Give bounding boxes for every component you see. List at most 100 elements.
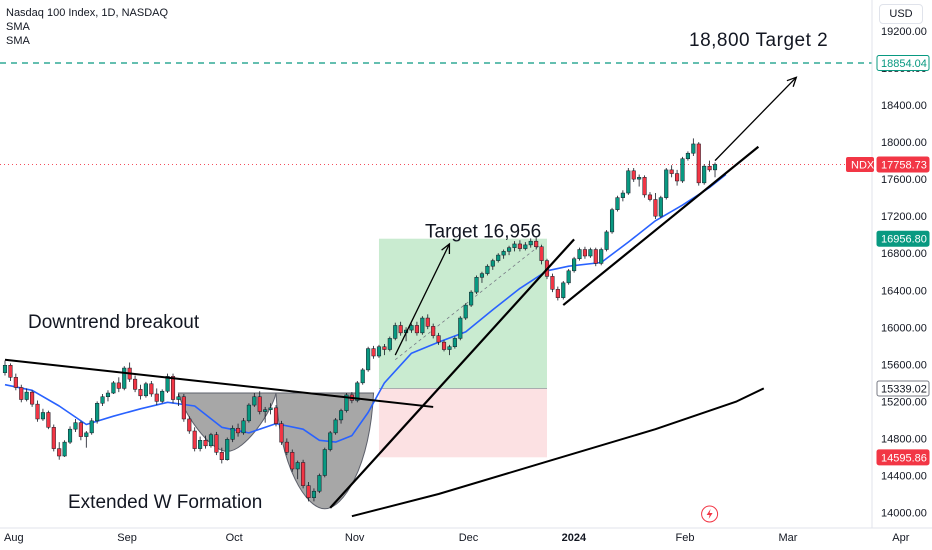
- candle-body[interactable]: [512, 243, 517, 248]
- candle-body[interactable]: [642, 177, 647, 196]
- candle-body[interactable]: [382, 346, 387, 350]
- uptrend-support-line[interactable]: [562, 145, 760, 306]
- candle-body[interactable]: [311, 490, 316, 498]
- candle-body[interactable]: [295, 462, 300, 470]
- candle-body[interactable]: [669, 169, 674, 174]
- candle-body[interactable]: [273, 407, 279, 424]
- candle-body[interactable]: [371, 348, 376, 357]
- breakout-trendline[interactable]: [329, 238, 575, 509]
- indicator-sma-1[interactable]: SMA: [6, 21, 30, 33]
- target2-arrow[interactable]: [714, 76, 797, 162]
- candle-body[interactable]: [712, 164, 718, 171]
- candle-body[interactable]: [13, 377, 18, 388]
- candle-body[interactable]: [111, 382, 116, 394]
- candle-body[interactable]: [447, 346, 452, 350]
- candle-body[interactable]: [19, 387, 24, 400]
- candle-body[interactable]: [143, 383, 148, 397]
- candle-body[interactable]: [626, 170, 631, 194]
- stop-zone[interactable]: [378, 388, 547, 458]
- candle-body[interactable]: [637, 177, 642, 180]
- candle-body[interactable]: [604, 231, 609, 250]
- candle-body[interactable]: [420, 317, 425, 334]
- candle-body[interactable]: [219, 452, 224, 460]
- candle-body[interactable]: [496, 254, 501, 261]
- candle-body[interactable]: [322, 449, 327, 476]
- candle-body[interactable]: [582, 249, 587, 257]
- candle-body[interactable]: [414, 325, 419, 334]
- candle-body[interactable]: [593, 249, 598, 264]
- price-label-15339.02[interactable]: 15339.02: [876, 380, 930, 397]
- candle-body[interactable]: [490, 260, 495, 267]
- candle-body[interactable]: [208, 434, 214, 447]
- candle-body[interactable]: [89, 420, 94, 434]
- candle-body[interactable]: [566, 270, 571, 284]
- candle-body[interactable]: [252, 396, 257, 406]
- candle-body[interactable]: [170, 376, 176, 400]
- candle-body[interactable]: [236, 427, 241, 434]
- candle-body[interactable]: [555, 289, 560, 298]
- candle-body[interactable]: [100, 396, 105, 404]
- candle-body[interactable]: [95, 402, 100, 422]
- candle-body[interactable]: [647, 194, 653, 200]
- price-label-17758.73[interactable]: 17758.73 NDX: [846, 156, 930, 173]
- candle-body[interactable]: [441, 341, 447, 350]
- candle-body[interactable]: [507, 247, 512, 252]
- candle-body[interactable]: [46, 412, 51, 428]
- candle-body[interactable]: [165, 376, 170, 392]
- candle-body[interactable]: [393, 325, 398, 339]
- candle-body[interactable]: [539, 246, 544, 261]
- candle-body[interactable]: [138, 389, 143, 397]
- candle-body[interactable]: [452, 338, 457, 347]
- candle-body[interactable]: [51, 427, 56, 449]
- candle-body[interactable]: [57, 448, 62, 457]
- candle-body[interactable]: [387, 338, 392, 350]
- candle-body[interactable]: [463, 304, 468, 319]
- candle-body[interactable]: [62, 441, 67, 457]
- candle-body[interactable]: [290, 452, 295, 470]
- candle-body[interactable]: [8, 365, 13, 378]
- indicator-sma-2[interactable]: SMA: [6, 35, 30, 47]
- candle-body[interactable]: [30, 391, 35, 405]
- candle-body[interactable]: [696, 143, 701, 184]
- candle-body[interactable]: [680, 158, 685, 182]
- candle-body[interactable]: [268, 407, 273, 410]
- candle-body[interactable]: [528, 240, 533, 246]
- candle-body[interactable]: [116, 382, 121, 389]
- sma-fast-line[interactable]: [4, 173, 727, 443]
- candle-body[interactable]: [523, 244, 528, 249]
- candle-body[interactable]: [203, 440, 208, 447]
- candle-body[interactable]: [431, 326, 436, 336]
- candle-body[interactable]: [425, 317, 430, 327]
- candle-body[interactable]: [620, 192, 625, 198]
- price-label-16956.80[interactable]: 16956.80: [876, 230, 930, 247]
- candle-body[interactable]: [225, 439, 230, 460]
- candle-body[interactable]: [176, 396, 181, 400]
- candle-body[interactable]: [572, 258, 577, 272]
- candle-body[interactable]: [501, 251, 506, 256]
- candle-body[interactable]: [707, 165, 712, 171]
- candle-body[interactable]: [192, 430, 197, 449]
- candle-body[interactable]: [78, 422, 83, 437]
- candle-body[interactable]: [458, 317, 463, 339]
- price-axis[interactable]: [872, 0, 932, 550]
- candle-body[interactable]: [181, 396, 186, 420]
- target1-arrow[interactable]: [394, 243, 451, 356]
- candle-body[interactable]: [328, 432, 333, 450]
- candle-body[interactable]: [561, 282, 566, 298]
- candle-body[interactable]: [2, 365, 8, 373]
- candle-body[interactable]: [485, 265, 490, 274]
- candle-body[interactable]: [685, 152, 690, 160]
- candle-body[interactable]: [615, 197, 620, 210]
- candle-body[interactable]: [691, 143, 696, 154]
- candle-body[interactable]: [317, 475, 322, 492]
- candle-body[interactable]: [257, 396, 262, 412]
- candle-body[interactable]: [187, 418, 192, 432]
- candle-body[interactable]: [360, 369, 365, 384]
- candle-body[interactable]: [517, 243, 522, 249]
- candle-body[interactable]: [154, 393, 159, 402]
- candle-body[interactable]: [73, 422, 78, 430]
- candle-body[interactable]: [306, 485, 311, 498]
- candle-body[interactable]: [599, 249, 604, 264]
- candle-body[interactable]: [355, 382, 360, 401]
- candle-body[interactable]: [479, 273, 485, 278]
